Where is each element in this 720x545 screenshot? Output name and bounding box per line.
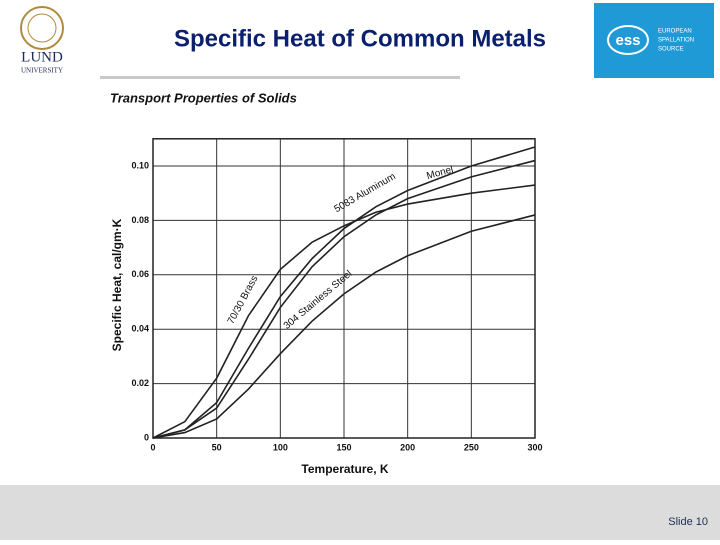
x-tick-label: 50 bbox=[212, 442, 222, 452]
series-line bbox=[152, 214, 536, 439]
y-tick-label: 0.06 bbox=[131, 269, 149, 279]
ess-mark: ess bbox=[615, 32, 640, 49]
y-tick-label: 0.02 bbox=[131, 378, 149, 388]
ess-ring bbox=[607, 25, 649, 55]
lund-seal bbox=[20, 6, 64, 50]
ess-line: EUROPEAN bbox=[658, 29, 692, 35]
lund-logo bbox=[5, 3, 80, 75]
x-tick-label: 250 bbox=[464, 442, 479, 452]
series-label: 70/30 Brass bbox=[226, 274, 261, 326]
x-tick-label: 200 bbox=[400, 442, 415, 452]
y-tick-label: 0.08 bbox=[131, 215, 149, 225]
series-line bbox=[152, 159, 536, 439]
x-tick-label: 100 bbox=[273, 442, 288, 452]
lund-name: LUND bbox=[21, 49, 63, 65]
series-line bbox=[152, 184, 536, 439]
series-label: Monel bbox=[425, 164, 454, 182]
slide-number: Slide 10 bbox=[668, 516, 708, 528]
slide-title: Specific Heat of Common Metals bbox=[174, 25, 546, 52]
y-tick-label: 0.10 bbox=[131, 160, 149, 170]
header-rule bbox=[100, 76, 460, 79]
x-tick-label: 0 bbox=[150, 442, 155, 452]
y-tick-label: 0 bbox=[144, 432, 149, 442]
x-axis-label: Temperature, K bbox=[301, 462, 388, 476]
y-tick-label: 0.04 bbox=[131, 324, 149, 334]
ess-logo bbox=[594, 3, 714, 78]
chart-title: Transport Properties of Solids bbox=[110, 90, 297, 105]
plot-frame bbox=[152, 138, 536, 439]
ess-line: SPALLATION bbox=[658, 38, 694, 44]
x-tick-label: 300 bbox=[527, 442, 542, 452]
y-axis-label: Specific Heat, cal/gm·K bbox=[110, 218, 124, 351]
series-line bbox=[152, 146, 536, 439]
ess-line: SOURCE bbox=[658, 47, 684, 53]
x-tick-label: 150 bbox=[336, 442, 351, 452]
footer-bar bbox=[0, 485, 720, 540]
lund-subname: UNIVERSITY bbox=[21, 67, 63, 75]
lund-seal-inner bbox=[27, 13, 57, 43]
